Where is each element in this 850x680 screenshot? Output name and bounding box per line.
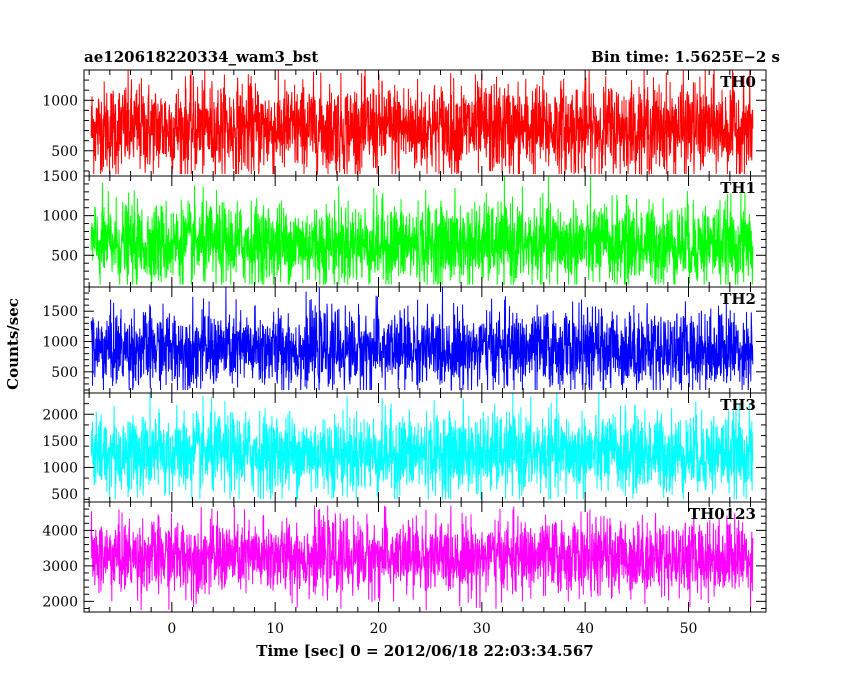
series-trace-th0: [90, 70, 754, 175]
y-tick-label: 500: [51, 248, 78, 264]
y-tick-label: 3000: [42, 559, 78, 575]
series-trace-th1: [90, 176, 754, 286]
panel-th2: 500 1000 1500 TH2: [42, 286, 767, 394]
panel-label: TH0: [720, 73, 756, 91]
panel-th0: 500 1000 1500 TH0: [42, 69, 767, 185]
x-axis-label: Time [sec] 0 = 2012/06/18 22:03:34.567: [256, 642, 593, 660]
panel-th3: 500 1000 1500 2000 TH3: [42, 392, 767, 503]
y-tick-label: 1500: [42, 169, 78, 185]
panel-th0123: 2000 3000 4000 TH0123: [42, 501, 767, 613]
y-tick-label: 2000: [42, 407, 78, 423]
panel-label: TH3: [720, 396, 756, 414]
y-tick-label: 1000: [42, 460, 78, 476]
chart-title-left: ae120618220334_wam3_bst: [84, 48, 318, 66]
y-tick-label: 500: [51, 365, 78, 381]
x-axis: 0 10 20 30 40 50: [167, 621, 697, 637]
series-trace-th3: [90, 393, 754, 500]
panel-th1: 500 1000 TH1: [42, 175, 767, 288]
x-tick-label: 50: [680, 621, 698, 637]
y-tick-label: 1500: [42, 434, 78, 450]
panel-label: TH0123: [689, 505, 756, 523]
x-tick-label: 0: [167, 621, 176, 637]
panel-label: TH2: [720, 290, 756, 308]
y-tick-label: 500: [51, 487, 78, 503]
y-tick-label: 500: [51, 144, 78, 160]
y-axis-label: Counts/sec: [4, 298, 22, 390]
y-tick-label: 1000: [42, 209, 78, 225]
y-tick-label: 1000: [42, 335, 78, 351]
x-tick-label: 10: [266, 621, 284, 637]
y-tick-label: 1000: [42, 93, 78, 109]
panel-frame: [83, 501, 767, 613]
y-tick-label: 4000: [42, 523, 78, 539]
x-tick-label: 20: [370, 621, 388, 637]
y-tick-label: 2000: [42, 594, 78, 610]
x-tick-label: 30: [473, 621, 491, 637]
x-tick-label: 40: [576, 621, 594, 637]
chart-title-right: Bin time: 1.5625E−2 s: [591, 48, 780, 66]
panels-group: 50010001500TH05001000TH150010001500TH250…: [42, 69, 767, 613]
series-trace-th2: [90, 287, 754, 391]
y-tick-label: 1500: [42, 304, 78, 320]
series-trace-th0123: [90, 505, 754, 611]
panel-label: TH1: [720, 179, 756, 197]
